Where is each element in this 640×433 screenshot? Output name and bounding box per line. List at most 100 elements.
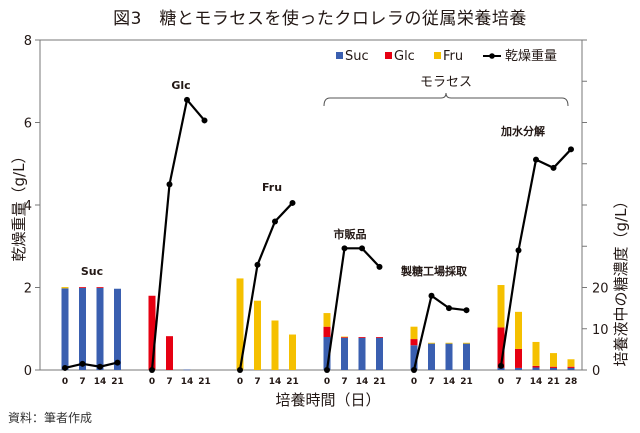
y-right-tick-label: 10 bbox=[592, 323, 609, 338]
x-tick-label: 0 bbox=[411, 377, 417, 387]
x-tick-label: 14 bbox=[181, 377, 194, 387]
dry-weight-line bbox=[238, 202, 294, 371]
x-tick-label: 21 bbox=[286, 377, 299, 387]
y-left-tick-label: 2 bbox=[24, 282, 32, 297]
bar-glc bbox=[550, 366, 557, 368]
y-left-axis-label: 乾燥重量（g/L） bbox=[10, 149, 28, 262]
group-label: Fru bbox=[262, 181, 282, 194]
bar-fru bbox=[428, 342, 435, 344]
bar-fru bbox=[410, 326, 418, 340]
dry-weight-point bbox=[498, 362, 504, 369]
x-tick-label: 0 bbox=[237, 377, 243, 387]
dry-weight-point bbox=[166, 181, 173, 188]
legend-label: 乾燥重量 bbox=[505, 48, 557, 64]
bar-fru bbox=[323, 313, 331, 327]
dry-weight-point bbox=[324, 367, 330, 373]
group-label: 市販品 bbox=[334, 227, 367, 241]
dry-weight-point bbox=[149, 367, 155, 373]
x-tick-label: 21 bbox=[198, 377, 211, 387]
dry-weight-point bbox=[184, 96, 190, 103]
x-tick-label: 21 bbox=[373, 377, 386, 387]
bar-suc bbox=[114, 288, 121, 370]
bar-fru bbox=[254, 300, 261, 370]
x-tick-label: 14 bbox=[269, 377, 282, 387]
dry-weight-line bbox=[412, 293, 467, 371]
bar-fru bbox=[61, 287, 69, 289]
dry-weight-point bbox=[550, 164, 557, 171]
bar-glc bbox=[323, 326, 331, 337]
dry-weight-point bbox=[376, 263, 383, 270]
bar-suc bbox=[341, 337, 348, 370]
dry-weight-point bbox=[62, 364, 68, 371]
dry-weight-line bbox=[150, 97, 206, 371]
y-right-tick-label: 0 bbox=[592, 364, 600, 379]
bar-glc bbox=[341, 337, 348, 338]
bar-glc bbox=[358, 337, 366, 338]
dry-weight-point bbox=[237, 367, 243, 373]
x-tick-label: 28 bbox=[565, 377, 578, 387]
legend-swatch-glc bbox=[385, 52, 392, 59]
dry-weight-point bbox=[446, 305, 452, 312]
bar-glc bbox=[515, 348, 522, 368]
molasses-bracket bbox=[323, 92, 569, 107]
bar-glc bbox=[567, 366, 575, 368]
dry-weight-point bbox=[289, 199, 296, 206]
bar-glc bbox=[96, 287, 104, 288]
bar-suc bbox=[550, 367, 557, 370]
x-tick-label: 14 bbox=[443, 377, 456, 387]
dry-weight-point bbox=[533, 156, 539, 163]
bar-fru bbox=[532, 341, 540, 366]
bar-glc bbox=[410, 339, 418, 346]
x-tick-label: 21 bbox=[111, 377, 124, 387]
x-tick-label: 7 bbox=[515, 377, 521, 387]
bar-suc bbox=[358, 337, 366, 370]
bar-suc bbox=[463, 343, 470, 370]
dry-weight-point bbox=[463, 307, 470, 314]
dry-weight-line bbox=[64, 361, 118, 370]
bar-fru bbox=[515, 311, 522, 349]
bar-fru bbox=[445, 342, 453, 344]
x-tick-label: 0 bbox=[149, 377, 155, 387]
dry-weight-point bbox=[79, 360, 86, 367]
dry-weight-point bbox=[411, 367, 417, 373]
bar-glc bbox=[166, 336, 173, 370]
bar-suc bbox=[445, 343, 453, 370]
bar-glc bbox=[376, 337, 383, 338]
bar-glc bbox=[532, 365, 540, 368]
x-axis-label: 培養時間（日） bbox=[275, 391, 380, 409]
legend-marker-dry-weight bbox=[489, 53, 495, 59]
dry-weight-line bbox=[325, 247, 381, 371]
x-tick-label: 7 bbox=[428, 377, 434, 387]
legend-label: Glc bbox=[394, 49, 415, 64]
bar-glc bbox=[79, 287, 86, 288]
group-label: 製糖工場採取 bbox=[400, 264, 467, 278]
bar-suc bbox=[515, 367, 522, 370]
bar-suc bbox=[410, 345, 418, 370]
group-label: 加水分解 bbox=[500, 124, 545, 138]
dry-weight-point bbox=[272, 218, 278, 225]
x-tick-label: 14 bbox=[530, 377, 543, 387]
bar-glc bbox=[148, 295, 156, 370]
chart-title: 図3 糖とモラセスを使ったクロレラの従属栄養培養 bbox=[113, 9, 527, 29]
x-tick-label: 0 bbox=[324, 377, 330, 387]
x-tick-label: 7 bbox=[166, 377, 172, 387]
dry-weight-point bbox=[515, 247, 522, 254]
dry-weight-point bbox=[428, 292, 435, 299]
bar-suc bbox=[532, 367, 540, 370]
x-tick-label: 21 bbox=[547, 377, 560, 387]
dry-weight-point bbox=[359, 245, 365, 252]
x-tick-label: 7 bbox=[341, 377, 347, 387]
bar-suc bbox=[323, 337, 331, 370]
bar-fru bbox=[497, 285, 505, 328]
legend-label: Suc bbox=[345, 49, 369, 64]
legend-swatch-fru bbox=[434, 52, 441, 59]
dry-weight-point bbox=[254, 261, 261, 268]
x-tick-label: 21 bbox=[460, 377, 473, 387]
x-tick-label: 7 bbox=[79, 377, 85, 387]
legend-swatch-suc bbox=[336, 52, 343, 59]
x-tick-label: 0 bbox=[62, 377, 68, 387]
bar-fru bbox=[550, 353, 557, 367]
y-left-tick-label: 8 bbox=[24, 34, 32, 49]
y-right-axis-label: 培養液中の糖濃度（g/L） bbox=[612, 194, 630, 367]
dry-weight-point bbox=[97, 363, 103, 370]
